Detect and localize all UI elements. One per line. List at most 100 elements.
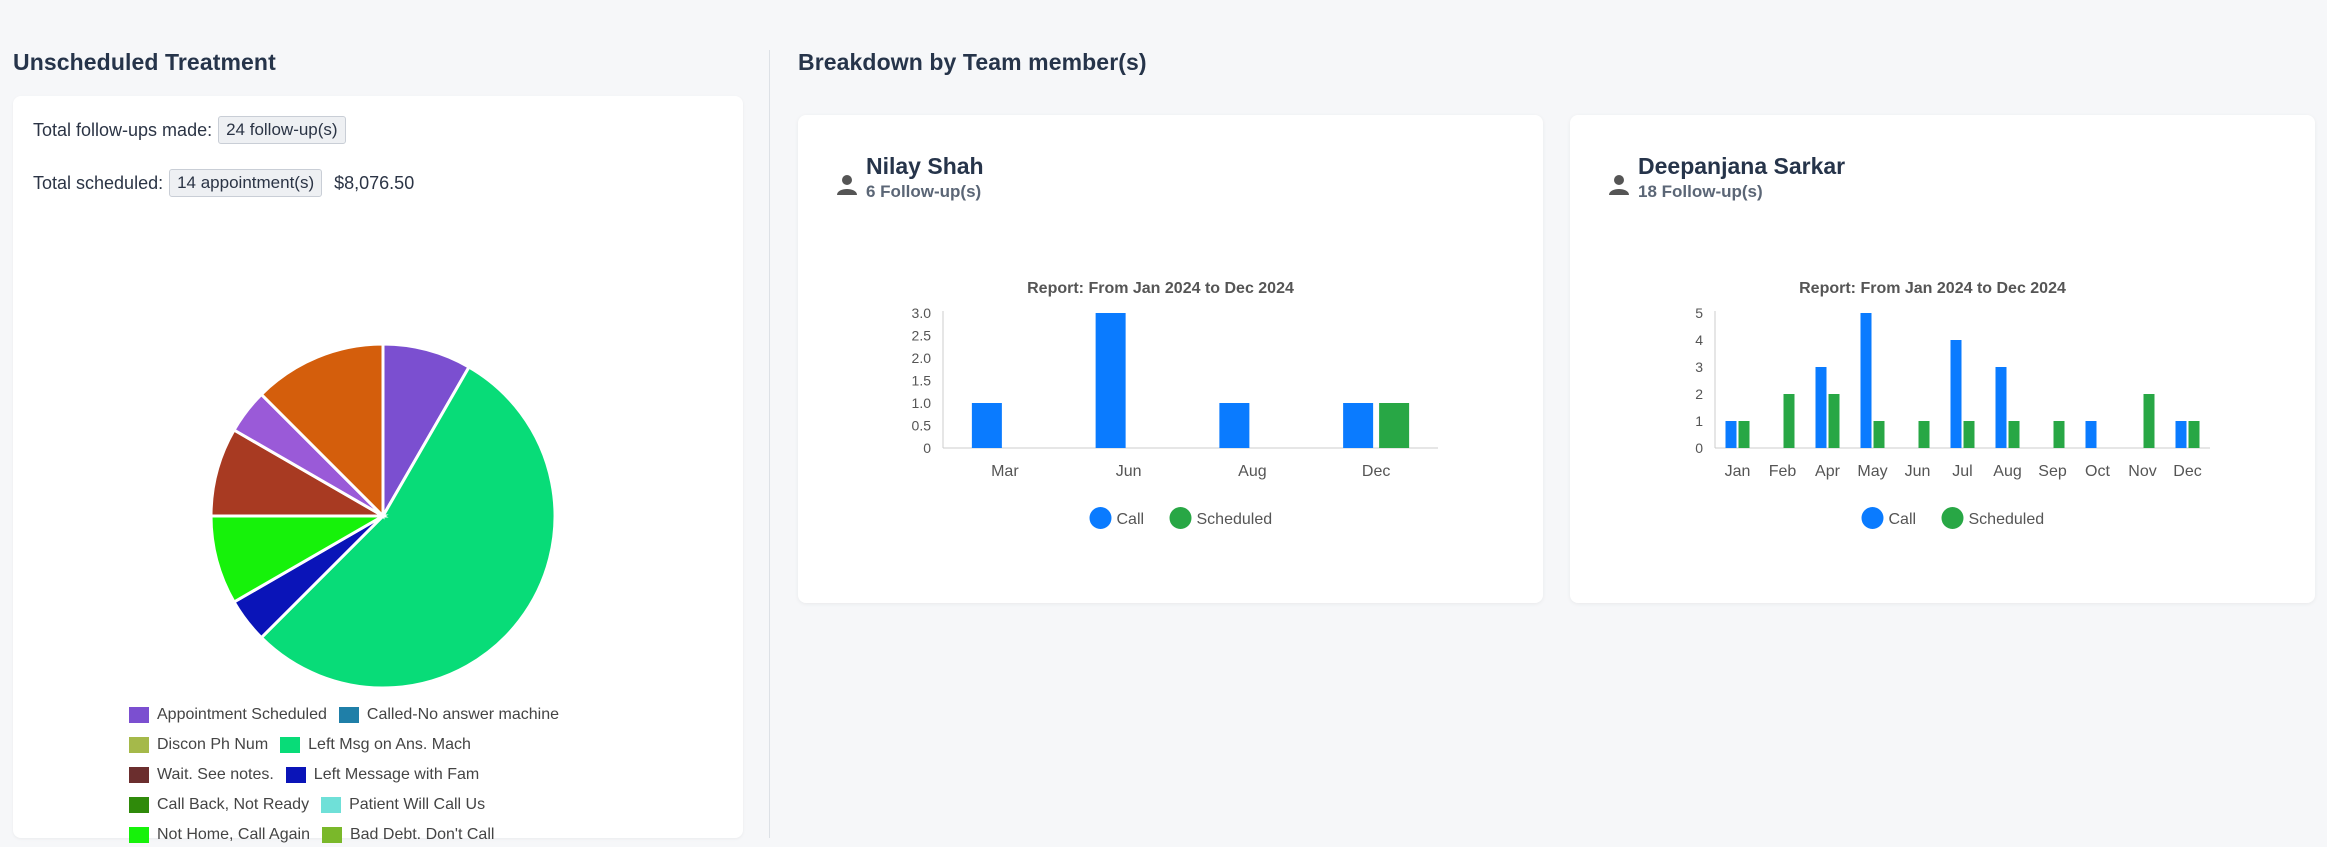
- legend-row: Call Back, Not Ready Patient Will Call Us: [129, 790, 649, 820]
- bar-call[interactable]: [2175, 421, 2187, 448]
- legend-swatch: [129, 797, 149, 813]
- member-header: Nilay Shah 6 Follow-up(s): [836, 153, 984, 202]
- member-followups: 18 Follow-up(s): [1638, 182, 1763, 201]
- bar-call[interactable]: [1860, 313, 1872, 448]
- legend-row: Appointment Scheduled Called-No answer ma…: [129, 700, 649, 730]
- x-tick-label: Sep: [2038, 463, 2067, 480]
- section-divider: [769, 50, 770, 838]
- legend-label[interactable]: Scheduled: [1969, 511, 2045, 528]
- pie-slice[interactable]: [209, 427, 389, 518]
- pie-legend: Appointment Scheduled Called-No answer ma…: [129, 700, 649, 847]
- legend-label: Wait. See notes.: [157, 766, 274, 783]
- legend-row: Wait. See notes. Left Message with Fam: [129, 760, 649, 790]
- legend-label[interactable]: Call: [1117, 511, 1145, 528]
- x-tick-label: Aug: [1993, 463, 2021, 480]
- total-scheduled-row: Total scheduled: 14 appointment(s) $8,07…: [33, 169, 414, 197]
- total-scheduled-amount: $8,076.50: [334, 172, 415, 193]
- bar-scheduled[interactable]: [1963, 421, 1975, 448]
- bar-call[interactable]: [1725, 421, 1737, 448]
- legend-marker[interactable]: [1861, 507, 1884, 529]
- legend-item[interactable]: Patient Will Call Us: [321, 796, 485, 814]
- legend-row: Not Home, Call Again Bad Debt. Don't Call: [129, 820, 649, 847]
- pie-slice[interactable]: [381, 342, 472, 522]
- x-tick-label: Nov: [2128, 463, 2156, 480]
- member-header: Deepanjana Sarkar 18 Follow-up(s): [1608, 153, 1845, 202]
- member-card-1: Nilay Shah 6 Follow-up(s) Report: From J…: [798, 115, 1543, 603]
- legend-marker[interactable]: [1169, 507, 1192, 529]
- pie-slice[interactable]: [259, 342, 385, 520]
- bar-scheduled[interactable]: [2008, 421, 2020, 448]
- total-scheduled-badge: 14 appointment(s): [169, 169, 323, 197]
- bar-call[interactable]: [1095, 313, 1126, 448]
- unscheduled-treatment-title: Unscheduled Treatment: [13, 49, 276, 75]
- legend-item[interactable]: Left Message with Fam: [285, 766, 480, 784]
- x-tick-label: Oct: [2085, 463, 2110, 480]
- y-tick-label: 0: [923, 440, 931, 456]
- bar-scheduled[interactable]: [1873, 421, 1885, 448]
- legend-item[interactable]: Wait. See notes.: [129, 766, 274, 784]
- legend-row: Discon Ph Num Left Msg on Ans. Mach: [129, 730, 649, 760]
- bar-call[interactable]: [971, 403, 1002, 448]
- legend-label[interactable]: Call: [1889, 511, 1917, 528]
- bar-scheduled[interactable]: [2188, 421, 2200, 448]
- bar-scheduled[interactable]: [1738, 421, 1750, 448]
- member-name: Deepanjana Sarkar: [1638, 153, 1846, 179]
- y-tick-label: 5: [1695, 305, 1703, 321]
- bar-scheduled[interactable]: [1828, 394, 1840, 448]
- legend-item[interactable]: Left Msg on Ans. Mach: [280, 736, 471, 754]
- total-followups-badge: 24 follow-up(s): [218, 116, 346, 144]
- y-tick-label: 1: [1695, 413, 1703, 429]
- total-followups-row: Total follow-ups made: 24 follow-up(s): [33, 116, 346, 144]
- bar-scheduled[interactable]: [1379, 403, 1410, 448]
- legend-item[interactable]: Called-No answer machine: [338, 706, 559, 724]
- bar-call[interactable]: [1950, 340, 1962, 448]
- member-bar-chart: Report: From Jan 2024 to Dec 2024 0 1 2 3 4 5 J…: [1695, 280, 2210, 529]
- legend-marker[interactable]: [1089, 507, 1112, 529]
- legend-label: Patient Will Call Us: [349, 796, 486, 813]
- bar-call[interactable]: [1995, 367, 2007, 448]
- pie-slice[interactable]: [259, 364, 557, 690]
- bar-call[interactable]: [2085, 421, 2097, 448]
- legend-swatch: [129, 737, 149, 753]
- bar-call[interactable]: [1815, 367, 1827, 448]
- bar-scheduled[interactable]: [2143, 394, 2155, 448]
- legend-swatch: [285, 767, 306, 783]
- legend-item[interactable]: Discon Ph Num: [129, 736, 268, 754]
- x-tick-label: Aug: [1238, 463, 1266, 480]
- person-icon: [837, 175, 857, 195]
- bar-scheduled[interactable]: [2053, 421, 2065, 448]
- x-tick-label: Jun: [1116, 463, 1142, 480]
- y-tick-label: 3.0: [912, 305, 932, 321]
- x-tick-label: Dec: [1362, 463, 1390, 480]
- chart-title: Report: From Jan 2024 to Dec 2024: [1799, 280, 2066, 297]
- legend-swatch: [321, 827, 342, 843]
- y-tick-label: 2: [1695, 386, 1703, 402]
- legend-item[interactable]: Bad Debt. Don't Call: [321, 826, 495, 844]
- legend-swatch: [321, 797, 342, 813]
- x-tick-label: Jan: [1725, 463, 1751, 480]
- x-tick-label: Feb: [1769, 463, 1797, 480]
- y-tick-label: 2.0: [912, 350, 932, 366]
- bar-scheduled[interactable]: [1918, 421, 1930, 448]
- legend-swatch: [280, 737, 301, 753]
- legend-label: Bad Debt. Don't Call: [349, 826, 495, 843]
- legend-item[interactable]: Not Home, Call Again: [129, 826, 310, 844]
- legend-label: Discon Ph Num: [157, 736, 269, 753]
- unscheduled-card: Total follow-ups made: 24 follow-up(s) T…: [13, 96, 743, 843]
- bar-call[interactable]: [1219, 403, 1250, 448]
- x-tick-label: Jul: [1952, 463, 1972, 480]
- y-tick-label: 0.5: [912, 418, 932, 434]
- bar-scheduled[interactable]: [1783, 394, 1795, 448]
- total-followups-label: Total follow-ups made:: [33, 119, 213, 140]
- y-tick-label: 2.5: [912, 328, 932, 344]
- legend-label: Left Message with Fam: [313, 766, 480, 783]
- legend-item[interactable]: Appointment Scheduled: [129, 706, 327, 724]
- legend-marker[interactable]: [1941, 507, 1964, 529]
- legend-swatch: [129, 827, 149, 843]
- member-card-2: Deepanjana Sarkar 18 Follow-up(s) Report…: [1570, 115, 2315, 603]
- pie-slice[interactable]: [209, 514, 389, 605]
- legend-item[interactable]: Call Back, Not Ready: [129, 796, 309, 814]
- bar-call[interactable]: [1343, 403, 1374, 448]
- legend-label[interactable]: Scheduled: [1197, 511, 1273, 528]
- total-scheduled-label: Total scheduled:: [33, 172, 164, 193]
